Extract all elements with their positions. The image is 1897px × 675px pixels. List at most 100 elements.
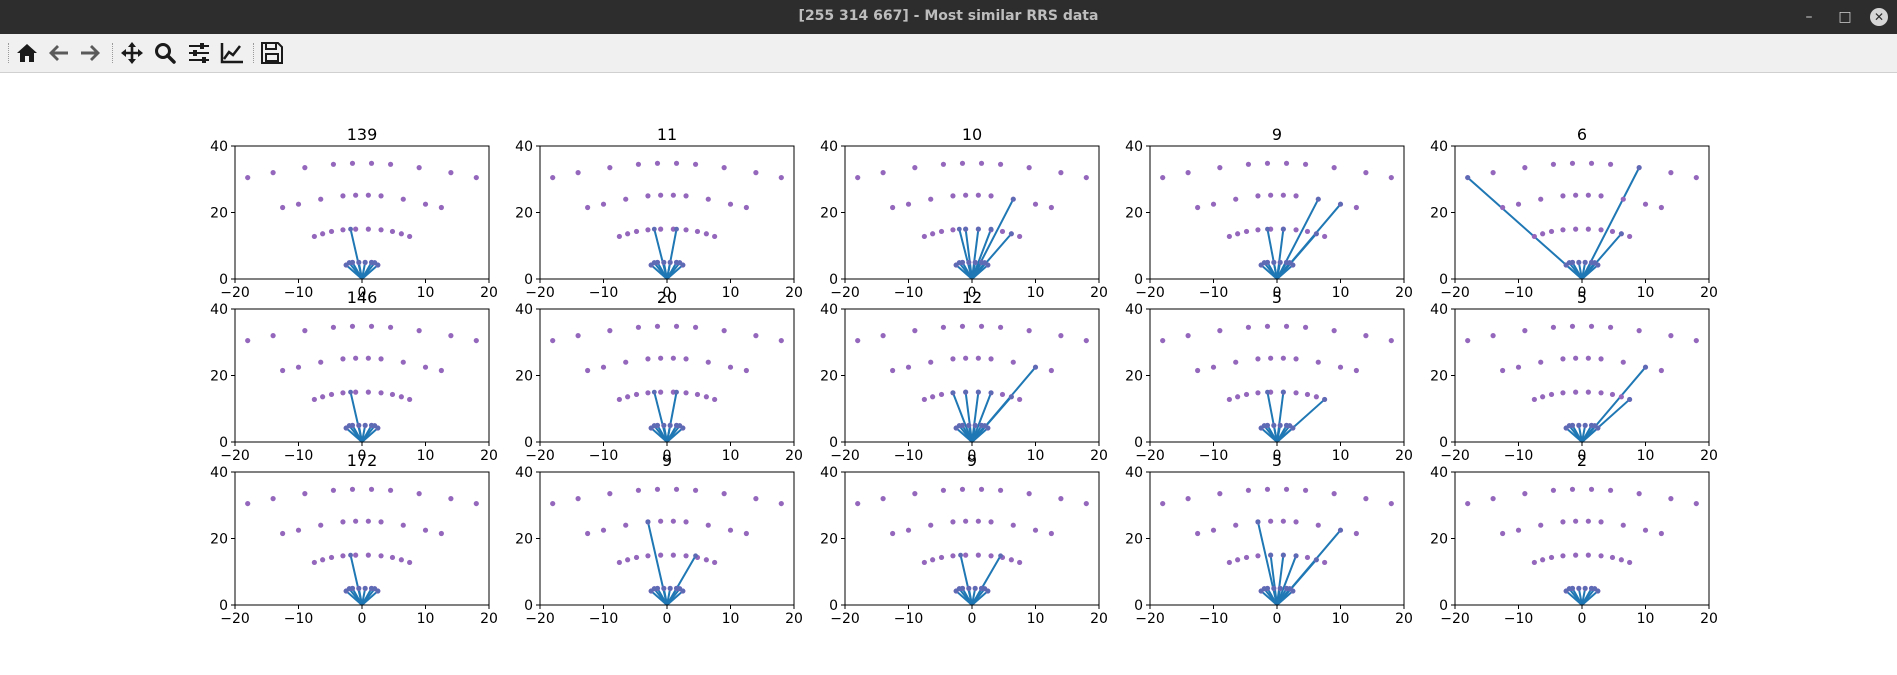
minimize-button[interactable]: – — [1805, 9, 1813, 25]
data-point — [340, 227, 346, 233]
subplot-title: 12 — [962, 288, 982, 307]
subplot: −20 −10 0 10 20 0 20 40 10 — [820, 125, 1108, 301]
data-point — [778, 174, 784, 181]
data-point — [1550, 324, 1557, 330]
line-end-point — [1582, 422, 1588, 428]
data-point — [245, 337, 251, 344]
line-end-point — [963, 389, 969, 395]
maximize-button[interactable]: □ — [1838, 9, 1852, 25]
data-point — [938, 554, 945, 561]
figure-canvas[interactable]: −20 −10 0 10 20 0 20 40 139 −20 −10 0 10 20 0 20 40 11 −20… — [0, 73, 1897, 675]
forward-button[interactable] — [76, 40, 104, 66]
x-tick-label: 0 — [663, 285, 672, 301]
data-point — [1245, 324, 1252, 330]
back-button[interactable] — [45, 40, 73, 66]
data-point — [1538, 196, 1544, 202]
data-point — [600, 527, 607, 533]
x-tick-label: 0 — [1273, 285, 1282, 301]
line-end-point — [998, 553, 1003, 559]
y-tick-label: 40 — [515, 139, 533, 155]
data-point — [270, 496, 276, 502]
line-end-point — [1618, 231, 1624, 237]
data-point — [753, 333, 759, 339]
navigation-toolbar — [0, 34, 1897, 73]
y-tick-label: 20 — [820, 532, 838, 548]
subplot-title: 20 — [657, 288, 677, 307]
line-end-point — [348, 226, 353, 232]
series-line — [964, 228, 973, 280]
y-tick-label: 0 — [524, 272, 533, 288]
y-tick-label: 40 — [820, 465, 838, 481]
x-tick-label: −20 — [830, 448, 860, 464]
edit-axes-button[interactable] — [218, 40, 246, 66]
line-end-point — [956, 226, 962, 232]
data-point — [575, 496, 581, 502]
data-point — [743, 530, 749, 537]
axes-frame — [1149, 471, 1405, 606]
line-end-point — [674, 226, 679, 232]
y-tick-label: 0 — [1134, 598, 1143, 614]
data-point — [1540, 394, 1546, 400]
line-end-point — [1576, 422, 1582, 428]
data-point — [585, 367, 591, 374]
data-point — [1353, 530, 1359, 537]
data-point — [585, 530, 591, 537]
data-point — [1588, 486, 1595, 492]
line-end-point — [1570, 585, 1575, 591]
x-tick-label: 10 — [1332, 285, 1350, 301]
close-button[interactable]: ✕ — [1870, 8, 1888, 26]
data-point — [1083, 500, 1089, 507]
x-tick-label: 20 — [1090, 611, 1108, 627]
x-tick-label: 20 — [1395, 611, 1413, 627]
series-line — [955, 427, 973, 443]
line-end-point — [661, 259, 667, 265]
data-point — [1531, 233, 1537, 240]
data-point — [318, 359, 324, 365]
subplot: −20 −10 0 10 20 0 20 40 5 — [1430, 288, 1718, 464]
data-point — [1548, 391, 1555, 398]
data-point — [988, 553, 994, 559]
subplot-title: 9 — [967, 451, 977, 470]
data-point — [1280, 518, 1286, 524]
data-point — [320, 231, 326, 237]
data-point — [438, 204, 444, 211]
data-point — [727, 527, 734, 533]
home-button[interactable] — [13, 40, 41, 66]
series-line — [1581, 590, 1599, 606]
subplot: −20 −10 0 10 20 0 20 40 9 — [1125, 125, 1413, 301]
data-point — [389, 228, 396, 235]
data-point — [673, 160, 680, 166]
configure-subplots-button[interactable] — [185, 40, 213, 66]
data-point — [1304, 391, 1311, 398]
line-end-point — [1643, 364, 1648, 370]
series-line — [1276, 228, 1285, 280]
line-end-point — [1008, 231, 1014, 237]
data-point — [1302, 487, 1309, 493]
data-point — [270, 333, 276, 339]
y-tick-label: 20 — [515, 532, 533, 548]
subplot-title: 2 — [1577, 451, 1587, 470]
zoom-button[interactable] — [151, 40, 179, 66]
line-end-point — [1290, 262, 1296, 268]
data-point — [1465, 337, 1471, 344]
pan-button[interactable] — [118, 40, 146, 66]
data-point — [473, 174, 479, 181]
series-line — [1266, 391, 1278, 443]
line-end-point — [966, 259, 972, 265]
data-point — [890, 204, 896, 211]
x-tick-label: 0 — [1273, 448, 1282, 464]
series-line — [955, 590, 973, 606]
data-point — [607, 328, 613, 334]
data-point — [950, 227, 956, 233]
data-point — [330, 324, 337, 330]
data-point — [940, 324, 947, 330]
data-point — [1560, 390, 1566, 396]
y-tick-label: 0 — [219, 272, 228, 288]
save-button[interactable] — [258, 40, 286, 66]
data-point — [673, 323, 680, 329]
line-end-point — [667, 259, 673, 265]
x-tick-label: −10 — [1199, 285, 1229, 301]
y-tick-label: 0 — [829, 598, 838, 614]
data-point — [1058, 333, 1064, 339]
